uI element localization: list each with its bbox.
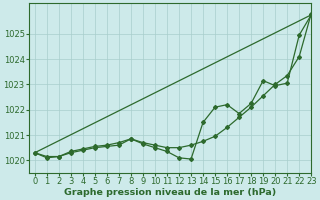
X-axis label: Graphe pression niveau de la mer (hPa): Graphe pression niveau de la mer (hPa) xyxy=(64,188,276,197)
